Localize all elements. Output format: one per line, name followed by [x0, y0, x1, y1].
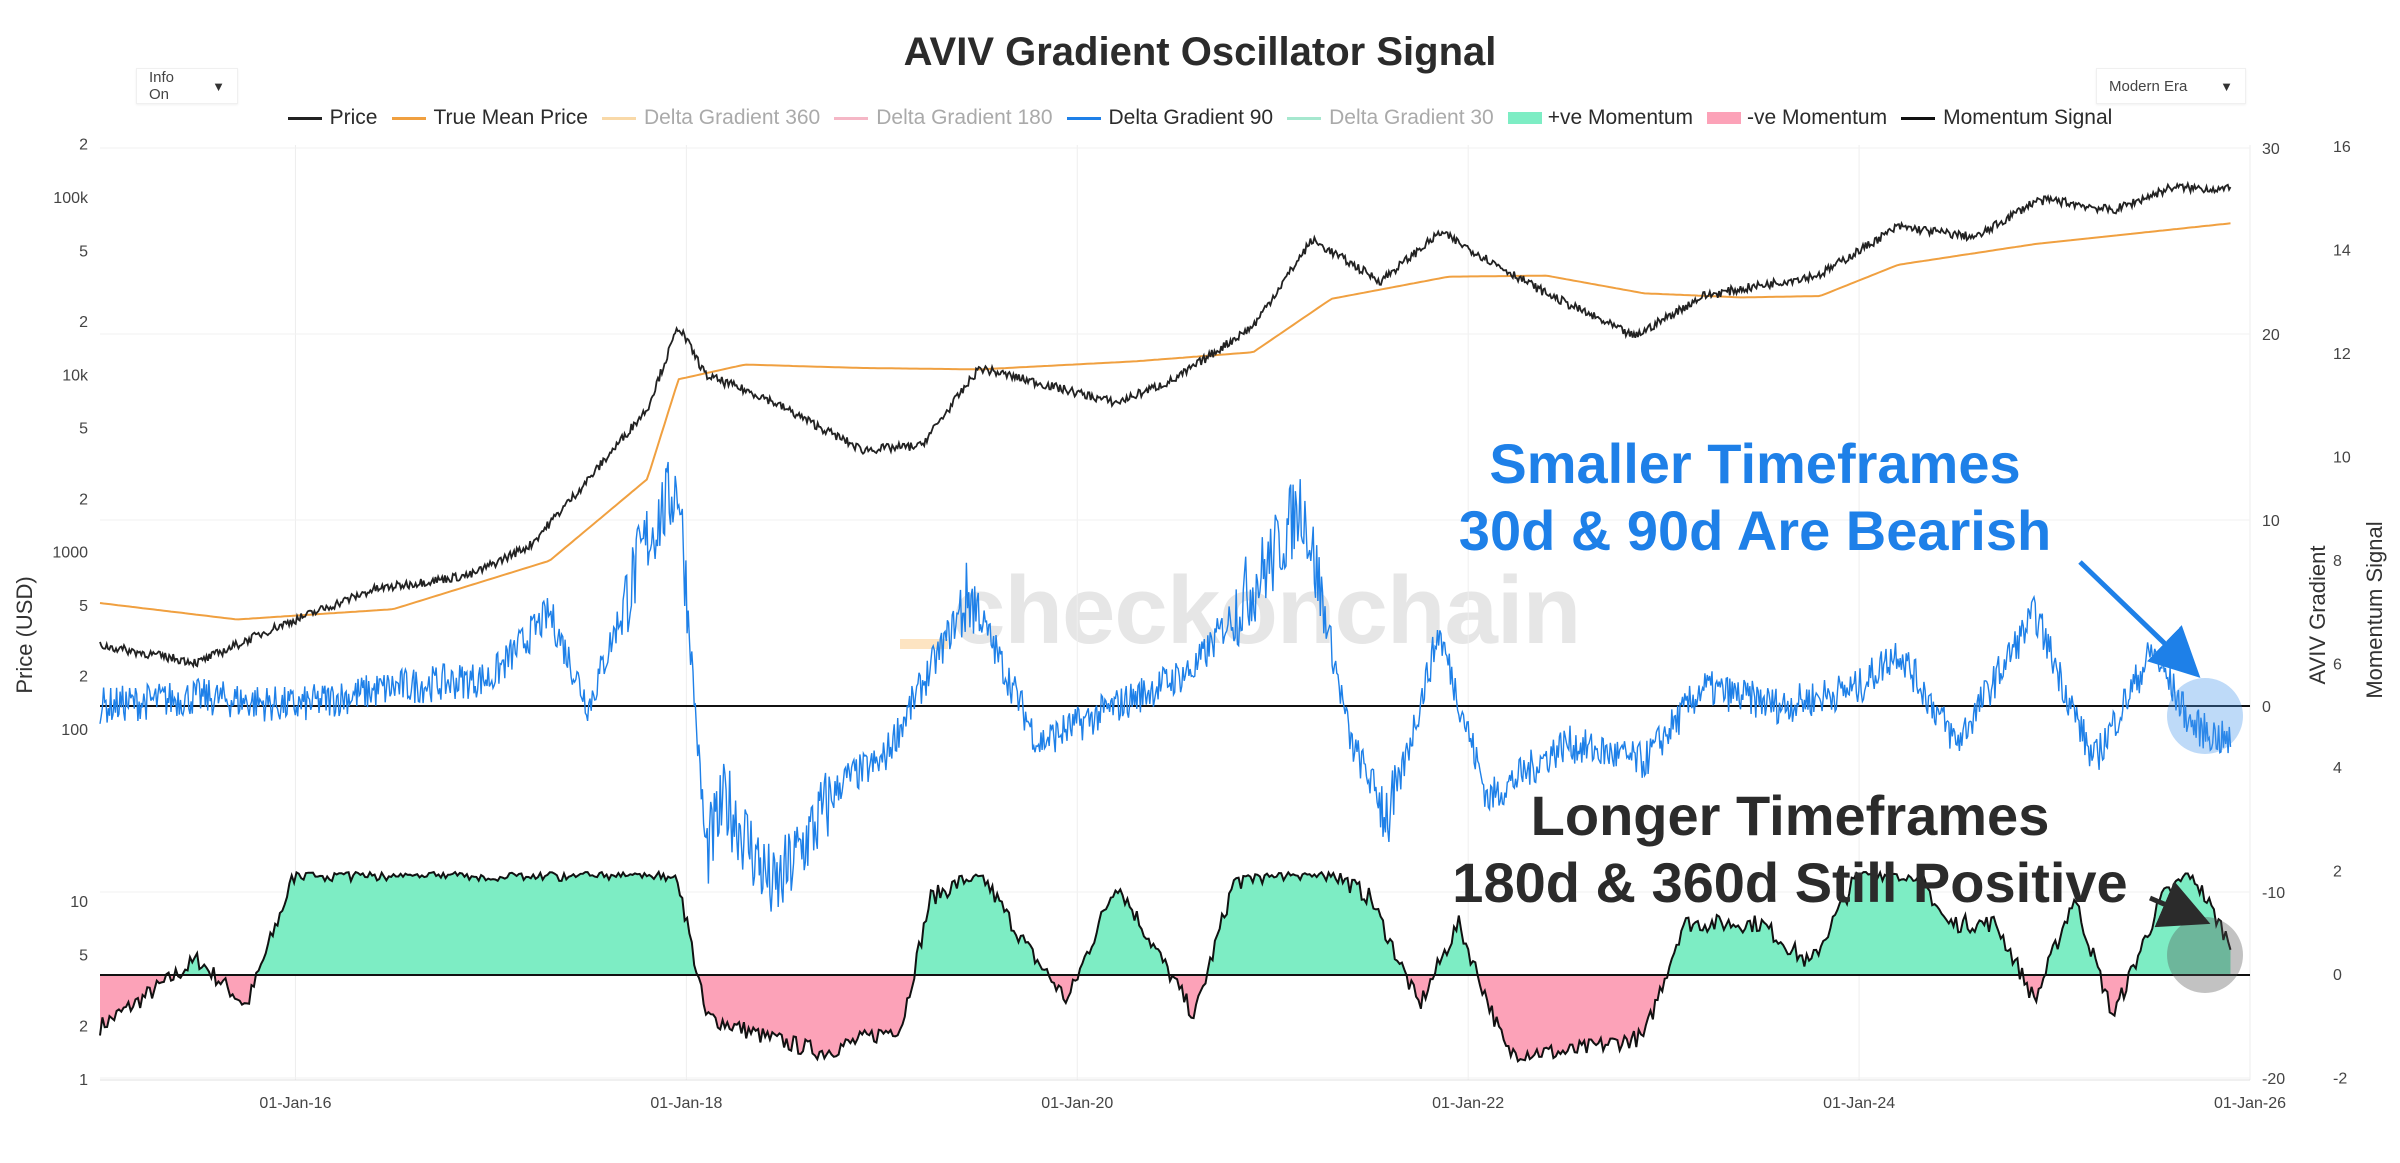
y-right-gradient-tick: 10: [2262, 513, 2280, 530]
y-right-momentum-tick: 8: [2333, 553, 2342, 570]
x-tick-label: 01-Jan-26: [2214, 1095, 2286, 1112]
y-left-price-tick: 5: [79, 598, 88, 615]
momentum-signal-line: [99, 869, 2232, 1064]
legend-label: Delta Gradient 90: [1108, 106, 1274, 129]
bearish-arrow: [2078, 560, 2201, 678]
legend-item-delta-gradient-360[interactable]: Delta Gradient 360: [601, 106, 821, 130]
y-left-momentum-tick: 2: [79, 1018, 88, 1035]
legend-swatch: [287, 116, 322, 120]
legend-swatch: [1507, 112, 1542, 124]
positive-momentum-area: [100, 872, 2231, 975]
legend-label: +ve Momentum: [1547, 106, 1694, 129]
y-right-momentum-tick: 12: [2333, 346, 2351, 363]
legend-item-delta-gradient-30[interactable]: Delta Gradient 30: [1287, 106, 1494, 130]
y-right-momentum-tick: 10: [2333, 450, 2351, 467]
positive-highlight-circle: [2167, 917, 2243, 993]
era-dropdown[interactable]: Modern Era ▼: [2096, 68, 2246, 104]
y-left-price-tick: 1000: [52, 545, 88, 562]
legend-item-momentum-signal[interactable]: Momentum Signal: [1901, 106, 2112, 130]
legend-item-price[interactable]: Price: [287, 106, 378, 130]
y-right-gradient-tick: 0: [2262, 699, 2271, 716]
legend-label: Delta Gradient 180: [876, 106, 1053, 129]
era-dropdown-label: Modern Era: [2109, 77, 2188, 95]
y-right-gradient-tick: -20: [2262, 1071, 2285, 1088]
y-left-momentum-tick: 5: [79, 948, 88, 965]
legend-swatch: [601, 116, 636, 120]
x-tick-label: 01-Jan-22: [1432, 1095, 1504, 1112]
legend-item-true-mean-price[interactable]: True Mean Price: [391, 106, 588, 130]
y-right-momentum-label: Momentum Signal: [2362, 521, 2387, 698]
legend-label: Momentum Signal: [1943, 106, 2113, 129]
y-left-price-tick: 100k: [53, 190, 89, 207]
x-tick-label: 01-Jan-24: [1823, 1095, 1895, 1112]
y-left-price-tick: 10k: [62, 367, 89, 384]
y-left-momentum-tick: 1: [79, 1072, 88, 1089]
annotation-bearish-line2: 30d & 90d Are Bearish: [1458, 499, 2052, 563]
y-left-price-tick: 2: [79, 137, 88, 154]
y-left-price-tick: 5: [79, 421, 88, 438]
y-right-gradient-tick: 20: [2262, 327, 2280, 344]
legend-swatch: [1707, 112, 1742, 124]
info-dropdown-label: Info On: [149, 69, 175, 103]
chart-legend: Price True Mean Price Delta Gradient 360 De…: [0, 106, 2400, 130]
legend-item-delta-gradient-90[interactable]: Delta Gradient 90: [1066, 106, 1274, 130]
true-mean-price-line: [99, 222, 2231, 621]
y-right-gradient-label: AVIV Gradient: [2305, 546, 2330, 685]
negative-momentum-area: [100, 975, 2231, 1062]
y-left-price-tick: 2: [79, 314, 88, 331]
legend-label: Price: [329, 106, 378, 129]
chart-title: AVIV Gradient Oscillator Signal: [903, 30, 1497, 74]
x-tick-label: 01-Jan-18: [650, 1095, 722, 1112]
price-line: [99, 180, 2232, 669]
chevron-down-icon: ▼: [2220, 78, 2233, 94]
legend-item-ve-momentum[interactable]: -ve Momentum: [1707, 106, 1887, 130]
y-right-momentum-tick: -2: [2333, 1071, 2347, 1088]
legend-swatch: [1066, 116, 1101, 120]
y-left-axis-label: Price (USD): [12, 576, 37, 693]
y-right-momentum-tick: 16: [2333, 139, 2351, 156]
legend-label: -ve Momentum: [1747, 106, 1888, 129]
positive-arrow: [2149, 881, 2211, 928]
x-tick-label: 01-Jan-20: [1041, 1095, 1113, 1112]
info-dropdown[interactable]: Info On ▼: [136, 68, 238, 104]
annotation-bearish-line1: Smaller Timeframes: [1489, 432, 2021, 495]
x-tick-label: 01-Jan-16: [259, 1095, 331, 1112]
legend-swatch: [1287, 116, 1322, 120]
y-left-momentum-tick: 10: [70, 894, 88, 911]
y-right-gradient-tick: 30: [2262, 141, 2280, 158]
y-right-momentum-tick: 6: [2333, 657, 2342, 674]
annotation-positive-line1: Longer Timeframes: [1530, 784, 2050, 847]
y-left-price-tick: 5: [79, 243, 88, 260]
y-right-gradient-tick: -10: [2262, 885, 2285, 902]
legend-swatch: [391, 116, 426, 120]
legend-item-delta-gradient-180[interactable]: Delta Gradient 180: [834, 106, 1053, 130]
legend-label: True Mean Price: [433, 106, 588, 129]
legend-swatch: [1901, 116, 1936, 120]
y-right-momentum-tick: 2: [2333, 864, 2342, 881]
y-right-momentum-tick: 0: [2333, 967, 2342, 984]
bearish-highlight-circle: [2167, 678, 2243, 754]
chevron-down-icon: ▼: [212, 78, 225, 94]
annotation-bearish: Smaller Timeframes 30d & 90d Are Bearish: [1400, 430, 2110, 564]
legend-swatch: [834, 116, 869, 120]
y-left-price-tick: 2: [79, 669, 88, 686]
legend-item-ve-momentum[interactable]: +ve Momentum: [1507, 106, 1694, 130]
watermark-bar: [900, 639, 948, 649]
y-right-momentum-tick: 14: [2333, 243, 2351, 260]
legend-label: Delta Gradient 360: [643, 106, 821, 129]
annotation-positive-line2: 180d & 360d Still Positive: [1452, 851, 2128, 915]
legend-label: Delta Gradient 30: [1329, 106, 1494, 129]
annotation-positive: Longer Timeframes 180d & 360d Still Posi…: [1400, 782, 2180, 916]
y-left-price-tick: 100: [61, 722, 88, 739]
y-right-momentum-tick: 4: [2333, 760, 2342, 777]
delta-gradient-90-line: [99, 461, 2232, 912]
y-left-price-tick: 2: [79, 491, 88, 508]
